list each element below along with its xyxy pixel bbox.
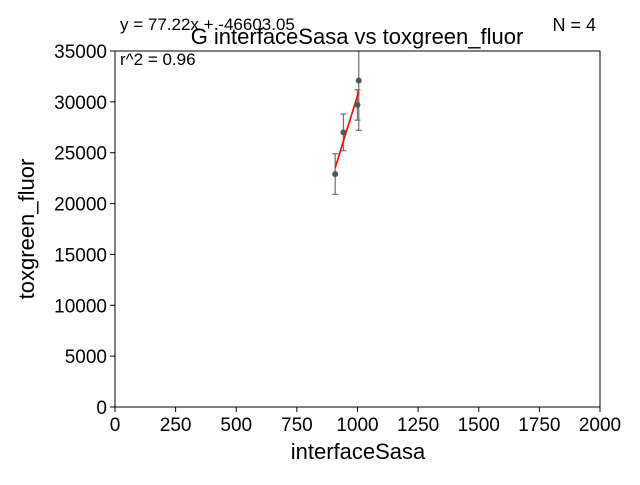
y-tick-label: 25000: [54, 144, 107, 165]
y-tick-label: 35000: [54, 42, 107, 63]
y-tick-label: 20000: [54, 195, 107, 216]
y-tick-label: 5000: [65, 347, 107, 368]
plot-content: [332, 51, 362, 196]
x-tick-label: 1000: [336, 415, 378, 436]
x-tick-label: 500: [220, 415, 252, 436]
x-axis-label: interfaceSasa: [291, 439, 426, 464]
y-tick-label: 0: [96, 398, 107, 419]
r-squared-label: r^2 = 0.96: [120, 50, 196, 69]
data-point: [354, 101, 361, 108]
x-tick-label: 1500: [458, 415, 500, 436]
x-tick-label: 750: [281, 415, 313, 436]
data-point: [340, 129, 347, 136]
fit-equation-label: y = 77.22x + -46603.05: [120, 15, 295, 34]
y-tick-label: 30000: [54, 93, 107, 114]
x-tick-label: 0: [110, 415, 121, 436]
y-tick-label: 15000: [54, 245, 107, 266]
sample-count-label: N = 4: [552, 15, 596, 35]
x-tick-label: 1750: [518, 415, 560, 436]
y-axis-ticks: 0 5000 10000 15000 20000 25000 30000 35000: [54, 42, 115, 419]
data-point: [355, 77, 362, 84]
data-point: [332, 171, 339, 178]
x-tick-label: 1250: [397, 415, 439, 436]
chart-title: G interfaceSasa vs toxgreen_fluor: [191, 24, 524, 49]
x-tick-label: 250: [160, 415, 192, 436]
x-axis-ticks: 0 250 500 750 1000 1250 1500 1750 2000: [110, 407, 621, 436]
y-axis-label: toxgreen_fluor: [14, 159, 39, 300]
y-tick-label: 10000: [54, 296, 107, 317]
x-tick-label: 2000: [579, 415, 621, 436]
